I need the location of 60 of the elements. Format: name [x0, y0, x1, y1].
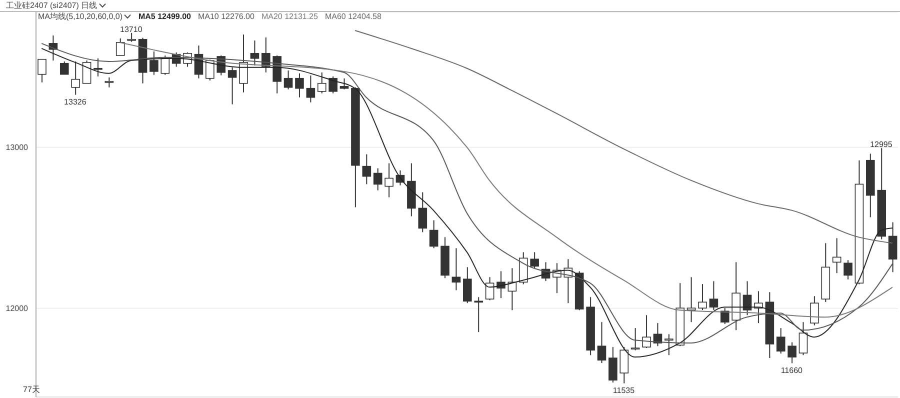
candlestick — [150, 50, 158, 76]
candlestick — [306, 74, 316, 103]
candlestick — [776, 328, 786, 354]
candlestick — [160, 54, 170, 76]
candlestick — [642, 314, 651, 349]
candlestick — [250, 40, 260, 66]
candlestick — [317, 72, 326, 94]
candlestick — [206, 59, 214, 81]
candlestick — [620, 346, 629, 384]
candlestick — [104, 76, 114, 88]
legend-title: MA均线(5,10,20,60,0,0) — [38, 12, 124, 21]
candlestick — [71, 60, 80, 96]
text: MA5 12499.00 — [138, 12, 191, 21]
candlestick — [38, 58, 46, 83]
candlestick — [698, 284, 707, 311]
candlestick — [888, 222, 898, 273]
candlestick — [373, 168, 382, 191]
candlestick — [328, 76, 338, 94]
candlestick — [116, 38, 125, 56]
candlestick — [686, 276, 696, 323]
candlestick — [384, 162, 394, 198]
candlestick — [597, 322, 606, 364]
candlestick — [630, 328, 640, 351]
text: MA10 12276.00 — [198, 12, 254, 21]
candlestick — [228, 66, 237, 105]
candlestick — [742, 280, 752, 316]
candlestick — [60, 60, 69, 75]
candlestick — [844, 260, 852, 280]
candlestick — [452, 248, 461, 291]
series-label: MA60 12404.58 — [324, 12, 382, 21]
annotation: 12995 — [870, 140, 893, 150]
chart-title: 工业硅2407 (si2407) 日线 — [6, 0, 98, 11]
candlestick — [709, 280, 718, 311]
candlestick — [463, 266, 472, 304]
candlestick — [295, 72, 304, 98]
y-tick-label: 13000 — [6, 143, 29, 152]
annotation: 11535 — [612, 386, 636, 395]
candlestick — [362, 154, 372, 185]
candlestick — [788, 342, 796, 364]
candlestick — [832, 238, 842, 274]
candlestick — [340, 78, 349, 90]
candlestick — [485, 276, 494, 301]
candlestick — [530, 252, 539, 269]
y-tick-label: 12000 — [6, 304, 29, 314]
annotation: 11660 — [780, 366, 804, 375]
candlestick — [284, 70, 293, 90]
annotation: 77天 — [23, 384, 40, 395]
candlestick — [429, 220, 438, 249]
candlestick — [720, 308, 730, 325]
annotation: 13710 — [120, 24, 143, 34]
candlestick — [810, 296, 819, 326]
text: MA20 12131.25 — [261, 12, 318, 21]
candlestick — [418, 192, 428, 233]
candlestick — [82, 60, 92, 84]
candlestick — [94, 58, 102, 77]
candlestick — [798, 322, 808, 356]
annotation: 13326 — [64, 97, 87, 106]
candlestick — [608, 346, 618, 383]
candlestick — [664, 334, 674, 356]
candlestick — [239, 34, 248, 93]
